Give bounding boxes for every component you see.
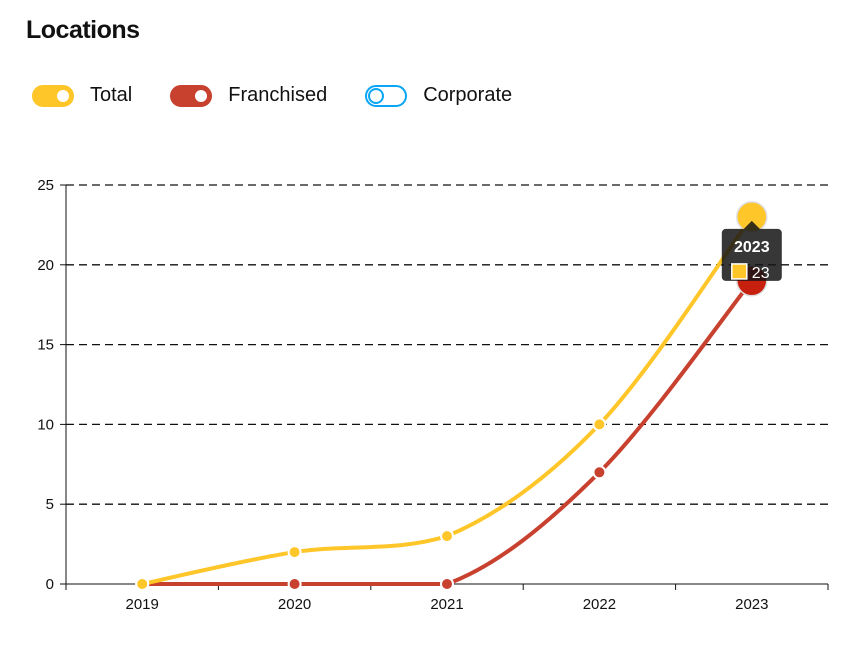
- legend-label: Total: [90, 84, 133, 106]
- legend-total-toggle[interactable]: Total: [32, 84, 132, 107]
- toggle-switch[interactable]: [32, 84, 74, 107]
- x-tick-label: 2022: [583, 596, 616, 613]
- x-tick-label: 2021: [430, 596, 463, 613]
- legend-label: Corporate: [423, 84, 513, 106]
- data-point: [592, 417, 607, 432]
- legend-label: Franchised: [228, 84, 328, 106]
- data-point: [135, 577, 150, 591]
- data-point: [287, 577, 302, 591]
- y-tick-label: 20: [37, 257, 54, 274]
- series-line-franchised: [142, 279, 754, 587]
- toggle-switch[interactable]: [170, 84, 213, 107]
- x-tick-label: 2019: [126, 596, 159, 613]
- toggle-switch[interactable]: [365, 84, 408, 107]
- x-tick-label: 2023: [735, 596, 768, 613]
- y-tick-label: 15: [37, 337, 54, 354]
- data-point: [287, 545, 302, 560]
- data-point: [592, 465, 607, 480]
- legend-corporate-toggle[interactable]: Corporate: [365, 84, 512, 107]
- y-tick-label: 25: [37, 177, 54, 194]
- series-line-total: [141, 215, 754, 586]
- y-tick-label: 0: [46, 576, 54, 593]
- legend-franchised-toggle[interactable]: Franchised: [170, 84, 327, 107]
- legend: Total Franchised Corporate: [32, 84, 550, 107]
- y-tick-label: 5: [46, 496, 54, 513]
- tooltip-swatch: [731, 263, 748, 280]
- x-tick-label: 2020: [278, 596, 311, 613]
- y-tick-label: 10: [37, 416, 54, 433]
- data-point: [440, 529, 454, 544]
- tooltip-title: 2023: [734, 239, 770, 256]
- chart-title: Locations: [26, 16, 140, 44]
- tooltip-value: 23: [752, 265, 770, 282]
- data-point: [440, 577, 454, 591]
